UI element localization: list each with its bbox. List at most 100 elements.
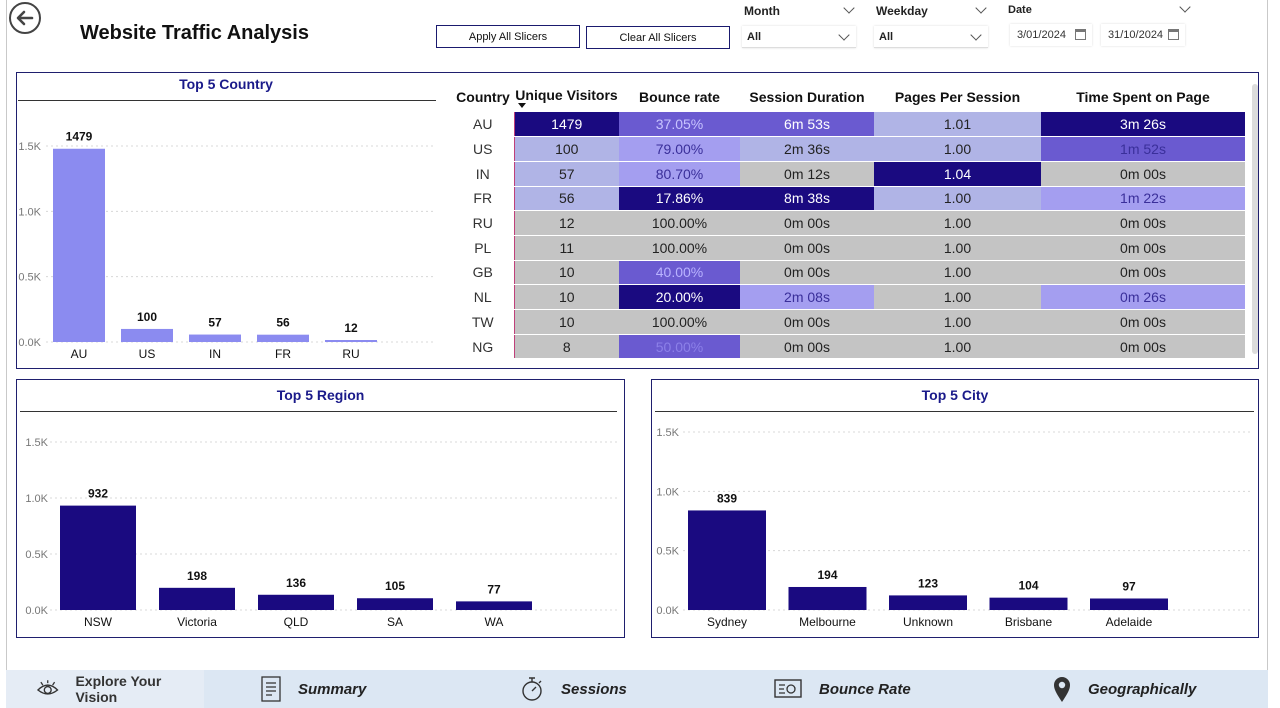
table-vertical-scrollbar[interactable] (1252, 84, 1258, 354)
date-end-value: 31/10/2024 (1108, 29, 1164, 41)
month-dropdown[interactable]: All (742, 26, 856, 48)
metric-cell: 0m 00s (1041, 161, 1245, 187)
data-label: 97 (1122, 579, 1136, 593)
calendar-icon[interactable] (1168, 29, 1179, 40)
column-header[interactable]: Pages Per Session (894, 89, 1021, 105)
nav-bounce-rate[interactable]: Bounce Rate (773, 670, 911, 708)
data-label: 105 (385, 579, 405, 593)
bar[interactable] (53, 148, 105, 342)
table-row[interactable]: RU 12 100.00% 0m 00s 1.00 0m 00s (452, 210, 1245, 236)
x-tick-label: Brisbane (1005, 615, 1053, 629)
bar[interactable] (189, 334, 241, 342)
data-label: 136 (286, 576, 306, 590)
top-region-chart-title: Top 5 Region (276, 387, 365, 403)
top-city-chart-title: Top 5 City (921, 387, 989, 403)
metric-cell: 10 (514, 284, 619, 310)
table-row[interactable]: NL 10 20.00% 2m 08s 1.00 0m 26s (452, 284, 1245, 310)
metric-cell: 2m 36s (740, 136, 874, 162)
x-tick-label: Victoria (177, 615, 217, 629)
bar[interactable] (257, 334, 309, 342)
bar[interactable] (989, 597, 1068, 610)
bar[interactable] (456, 601, 532, 610)
calendar-icon[interactable] (1075, 29, 1086, 40)
metric-cell: 100 (514, 136, 619, 162)
y-tick-label: 0.5K (25, 549, 48, 561)
data-label: 123 (918, 576, 938, 590)
country-cell: RU (452, 210, 515, 236)
y-tick-label: 1.0K (656, 486, 679, 498)
title-divider (655, 411, 1254, 412)
table-row[interactable]: IN 57 80.70% 0m 12s 1.04 0m 00s (452, 161, 1245, 187)
bar[interactable] (159, 587, 235, 610)
sort-descending-icon[interactable] (518, 102, 526, 108)
date-start-field[interactable]: 3/01/2024 (1010, 24, 1092, 46)
nav-summary[interactable]: Summary (260, 670, 366, 708)
document-icon (261, 676, 281, 702)
weekday-dropdown[interactable]: All (874, 26, 988, 48)
table-row[interactable]: AU 1479 37.05% 6m 53s 1.01 3m 26s (452, 112, 1245, 138)
bar[interactable] (60, 505, 136, 610)
table-row[interactable]: TW 10 100.00% 0m 00s 1.00 0m 00s (452, 309, 1245, 335)
x-tick-label: Adelaide (1106, 615, 1153, 629)
data-label: 198 (187, 569, 207, 583)
column-header[interactable]: Unique Visitors (514, 82, 619, 112)
metric-cell: 0m 12s (740, 161, 874, 187)
nav-label: Geographically (1088, 680, 1197, 698)
bar[interactable] (357, 598, 433, 610)
column-header[interactable]: Bounce rate (639, 89, 720, 105)
data-label: 12 (344, 321, 358, 335)
country-cell: PL (452, 235, 515, 261)
nav-sessions[interactable]: Sessions (519, 670, 627, 708)
table-row[interactable]: GB 10 40.00% 0m 00s 1.00 0m 00s (452, 260, 1245, 286)
column-header[interactable]: Session Duration (749, 89, 865, 105)
date-end-field[interactable]: 31/10/2024 (1101, 24, 1185, 46)
clear-all-slicers-button[interactable]: Clear All Slicers (586, 26, 730, 49)
table-row[interactable]: FR 56 17.86% 8m 38s 1.00 1m 22s (452, 186, 1245, 212)
table-row[interactable]: US 100 79.00% 2m 36s 1.00 1m 52s (452, 136, 1245, 162)
nav-explore-your-vision[interactable]: Explore Your Vision (6, 670, 204, 708)
metric-cell: 100.00% (619, 309, 740, 335)
metric-cell: 1m 22s (1041, 186, 1245, 212)
bar[interactable] (889, 595, 967, 610)
column-header[interactable]: Country (456, 89, 510, 105)
metric-cell: 1.01 (874, 112, 1041, 138)
bar[interactable] (121, 328, 173, 342)
metric-cell: 0m 00s (740, 334, 874, 360)
data-label: 57 (208, 316, 222, 330)
y-tick-label: 1.5K (656, 427, 679, 439)
x-tick-label: WA (485, 615, 504, 629)
y-tick-label: 1.0K (18, 206, 41, 218)
country-cell: TW (452, 309, 515, 335)
metric-cell: 1.00 (874, 284, 1041, 310)
metric-cell: 79.00% (619, 136, 740, 162)
back-button[interactable] (9, 2, 41, 34)
metric-cell: 0m 00s (1041, 309, 1245, 335)
metric-cell: 57 (514, 161, 619, 187)
apply-all-slicers-button[interactable]: Apply All Slicers (436, 25, 580, 48)
metric-cell: 1.04 (874, 161, 1041, 187)
metric-cell: 11 (514, 235, 619, 261)
bar[interactable] (325, 340, 377, 342)
data-label: 1479 (66, 130, 93, 144)
table-row[interactable]: NG 8 50.00% 0m 00s 1.00 0m 00s (452, 334, 1245, 360)
title-divider (18, 100, 436, 101)
stopwatch-icon (522, 677, 542, 701)
metric-cell: 0m 00s (1041, 334, 1245, 360)
bottom-navigation-bar: Explore Your Vision Summary Sessions Bou… (6, 670, 1268, 708)
title-divider (20, 411, 617, 412)
column-header[interactable]: Time Spent on Page (1076, 89, 1210, 105)
nav-geographically[interactable]: Geographically (1052, 670, 1196, 708)
y-tick-label: 0.5K (18, 272, 41, 284)
bar[interactable] (688, 510, 766, 610)
nav-label: Sessions (561, 680, 627, 698)
metric-cell: 1.00 (874, 186, 1041, 212)
bar[interactable] (1090, 598, 1168, 610)
y-tick-label: 1.5K (18, 141, 41, 153)
bar[interactable] (258, 594, 334, 610)
metric-cell: 1.00 (874, 334, 1041, 360)
bar[interactable] (788, 586, 867, 610)
traffic-metrics-table: Country Unique Visitors Bounce rate Session… (452, 82, 1245, 360)
table-row[interactable]: PL 11 100.00% 0m 00s 1.00 0m 00s (452, 235, 1245, 261)
metric-cell: 1.00 (874, 136, 1041, 162)
metric-cell: 1.00 (874, 260, 1041, 286)
